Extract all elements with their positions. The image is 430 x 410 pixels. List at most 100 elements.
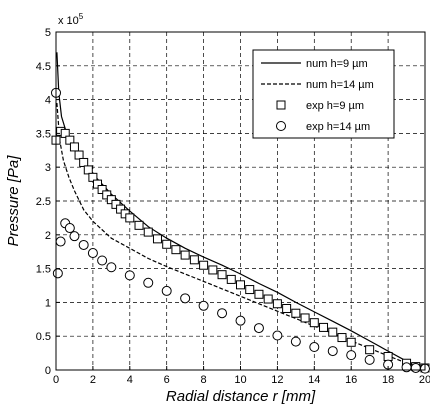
y-multiplier-label: x 105	[58, 12, 84, 27]
data-point-circle	[69, 231, 80, 242]
data-point-circle	[253, 323, 264, 334]
data-point-square	[93, 179, 103, 189]
y-tick-label: 0	[45, 365, 51, 377]
data-point-square	[328, 327, 338, 337]
data-point-square	[300, 313, 310, 323]
legend-entry-label: num h=9 µm	[306, 58, 368, 70]
data-point-square	[291, 308, 301, 318]
data-point-square	[383, 351, 393, 361]
data-point-square	[319, 322, 329, 332]
x-tick-label: 4	[127, 374, 133, 386]
data-point-circle	[52, 268, 63, 279]
data-point-square	[254, 289, 264, 299]
data-point-square	[337, 333, 347, 343]
data-point-square	[272, 299, 282, 309]
data-point-square	[74, 150, 84, 160]
data-point-circle	[124, 270, 135, 281]
y-axis-label: Pressure [Pa]	[5, 155, 22, 247]
legend-swatch-circle	[276, 121, 286, 131]
data-point-square	[97, 185, 107, 195]
x-tick-label: 2	[90, 374, 96, 386]
data-point-square	[69, 142, 79, 152]
data-point-square	[88, 172, 98, 182]
data-point-square	[282, 303, 292, 313]
x-tick-label: 12	[271, 374, 283, 386]
y-tick-label: 4	[45, 95, 51, 107]
data-point-circle	[87, 248, 98, 259]
data-point-circle	[106, 262, 117, 273]
y-tick-label: 2.5	[36, 196, 51, 208]
data-point-circle	[78, 239, 89, 250]
data-point-square	[171, 245, 181, 255]
data-point-circle	[161, 285, 172, 296]
data-point-square	[180, 250, 190, 260]
data-point-circle	[180, 293, 191, 304]
data-point-square	[111, 199, 121, 209]
x-tick-label: 16	[345, 374, 357, 386]
series-2	[56, 102, 426, 369]
data-point-circle	[235, 315, 246, 326]
data-point-circle	[198, 300, 209, 311]
series-4	[51, 87, 430, 374]
data-point-square	[309, 318, 319, 328]
data-point-square	[208, 265, 218, 275]
data-point-square	[199, 260, 209, 270]
y-tick-label: 2	[45, 230, 51, 242]
data-point-square	[102, 190, 112, 200]
legend-swatch-square	[276, 100, 286, 110]
data-point-circle	[64, 223, 75, 234]
x-tick-label: 8	[201, 374, 207, 386]
data-point-circle	[55, 236, 66, 247]
y-tick-label: 5	[45, 27, 51, 39]
ticks: 0 2 4 6 8 10 12 14 16 18 20 0 0.5 1 1.5 2 2.5 3 3.5 4 4.5 5	[36, 27, 430, 386]
legend-entry-label: num h=14 µm	[306, 79, 374, 91]
x-axis-label: Radial distance r [mm]	[166, 388, 316, 405]
data-point-square	[162, 239, 172, 249]
x-tick-label: 6	[164, 374, 170, 386]
data-point-circle	[290, 336, 301, 347]
legend-entry-label: exp h=14 µm	[306, 121, 370, 133]
data-point-square	[143, 227, 153, 237]
data-point-circle	[272, 330, 283, 341]
data-point-square	[83, 165, 93, 175]
data-point-circle	[410, 362, 421, 373]
y-tick-label: 1.5	[36, 264, 51, 276]
series-line	[56, 102, 426, 369]
legend: num h=9 µm num h=14 µm exp h=9 µm exp h=14 …	[252, 49, 395, 139]
x-tick-label: 10	[234, 374, 246, 386]
data-point-square	[346, 337, 356, 347]
data-point-square	[79, 157, 89, 167]
y-tick-label: 0.5	[36, 331, 51, 343]
y-tick-label: 4.5	[36, 61, 51, 73]
data-point-square	[116, 204, 126, 214]
y-tick-label: 1	[45, 297, 51, 309]
data-point-square	[65, 135, 75, 145]
y-tick-label: 3	[45, 162, 51, 174]
x-tick-label: 14	[308, 374, 320, 386]
legend-box	[252, 49, 395, 139]
data-point-circle	[97, 255, 108, 266]
data-point-square	[245, 285, 255, 295]
data-point-circle	[217, 308, 228, 319]
data-point-square	[217, 270, 227, 280]
x-tick-label: 20	[419, 374, 430, 386]
data-point-circle	[143, 277, 154, 288]
data-point-square	[106, 195, 116, 205]
data-point-square	[152, 234, 162, 244]
legend-entry-label: exp h=9 µm	[306, 100, 364, 112]
data-point-circle	[309, 342, 320, 353]
data-point-square	[125, 213, 135, 223]
data-point-square	[60, 128, 70, 138]
data-point-circle	[327, 346, 338, 357]
data-point-square	[134, 220, 144, 230]
data-point-circle	[346, 350, 357, 361]
x-tick-label: 18	[382, 374, 394, 386]
data-point-square	[365, 345, 375, 355]
x-tick-label: 0	[53, 374, 59, 386]
y-tick-label: 3.5	[36, 128, 51, 140]
data-point-square	[189, 255, 199, 265]
data-point-square	[236, 280, 245, 290]
data-point-square	[226, 274, 236, 284]
data-point-circle	[364, 354, 375, 365]
